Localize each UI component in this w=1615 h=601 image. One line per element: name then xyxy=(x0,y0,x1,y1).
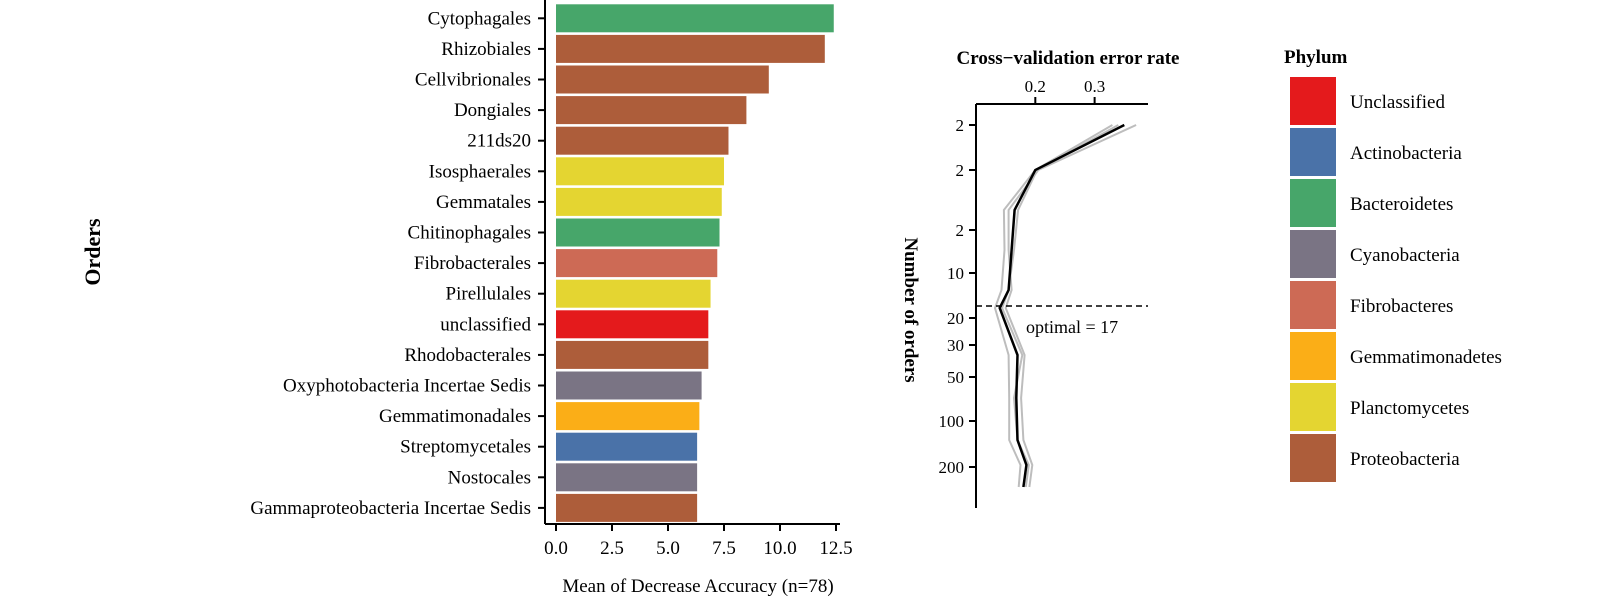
cv-y-tick-label: 2 xyxy=(956,116,965,135)
cv-y-ticks: 2 2 2 10 20 30 50 100 200 xyxy=(939,116,976,477)
cv-y-tick-label: 10 xyxy=(947,264,964,283)
category-label: Pirellulales xyxy=(446,284,531,305)
category-label: Streptomycetales xyxy=(400,437,531,458)
legend-label: Bacteroidetes xyxy=(1350,194,1453,215)
x-tick-label: 10.0 xyxy=(763,538,796,559)
cv-y-axis-title: Number of orders xyxy=(900,237,921,382)
category-label: 211ds20 xyxy=(467,131,531,152)
bar-2 xyxy=(556,34,825,63)
y-axis-title: Orders xyxy=(80,218,105,286)
cv-y-tick-label: 20 xyxy=(947,309,964,328)
bar-4 xyxy=(556,96,747,125)
cv-title: Cross−validation error rate xyxy=(957,48,1180,69)
x-tick-label: 5.0 xyxy=(656,538,680,559)
legend-label: Proteobacteria xyxy=(1350,449,1460,470)
x-tick-label: 7.5 xyxy=(712,538,736,559)
bar-11 xyxy=(556,310,709,339)
cv-y-tick-label: 100 xyxy=(939,412,965,431)
bar-8 xyxy=(556,218,720,247)
bar-13 xyxy=(556,371,702,400)
legend-label: Planctomycetes xyxy=(1350,398,1469,419)
importance-bar-chart: Orders Cytophagales Rhizobiales Cellvibrio… xyxy=(80,0,853,597)
bar-3 xyxy=(556,65,769,94)
legend-swatch xyxy=(1290,332,1336,380)
category-label: Dongiales xyxy=(454,100,531,121)
legend-swatch xyxy=(1290,179,1336,227)
phylum-legend: Phylum Unclassified Actinobacteria Bactero… xyxy=(1284,47,1502,482)
category-label: Oxyphotobacteria Incertae Sedis xyxy=(283,376,531,397)
x-tick-label: 2.5 xyxy=(600,538,624,559)
legend-label: Cyanobacteria xyxy=(1350,245,1460,266)
bar-10 xyxy=(556,279,711,308)
cv-y-tick-label: 30 xyxy=(947,336,964,355)
bar-12 xyxy=(556,340,709,369)
category-label: Gemmatales xyxy=(436,192,531,213)
bar-1 xyxy=(556,4,834,33)
legend-title: Phylum xyxy=(1284,47,1348,68)
cross-validation-chart: Cross−validation error rate Number of or… xyxy=(900,48,1179,508)
x-tick-label: 0.0 xyxy=(544,538,568,559)
legend-swatch xyxy=(1290,383,1336,431)
category-label: Fibrobacterales xyxy=(414,253,531,274)
bar-6 xyxy=(556,157,724,186)
bar-16 xyxy=(556,463,698,492)
category-label: Chitinophagales xyxy=(408,223,531,244)
category-label: Isosphaerales xyxy=(429,161,531,182)
bar-14 xyxy=(556,402,700,431)
cv-mean-curve xyxy=(998,123,1125,488)
bar-group: Cytophagales Rhizobiales Cellvibrionales Do… xyxy=(250,4,834,522)
cv-y-tick-label: 200 xyxy=(939,458,965,477)
cv-replicate-curve xyxy=(993,124,1113,488)
legend-swatch xyxy=(1290,230,1336,278)
bar-15 xyxy=(556,432,698,461)
category-label: Rhodobacterales xyxy=(404,345,531,366)
legend-label: Fibrobacteres xyxy=(1350,296,1453,317)
cv-y-tick-label: 2 xyxy=(956,161,965,180)
cv-curves xyxy=(993,123,1137,488)
x-axis-title: Mean of Decrease Accuracy (n=78) xyxy=(562,576,833,597)
legend-swatch xyxy=(1290,128,1336,176)
legend-label: Gemmatimonadetes xyxy=(1350,347,1502,368)
optimal-annotation: optimal = 17 xyxy=(1026,317,1118,337)
legend-swatch xyxy=(1290,434,1336,482)
category-label: unclassified xyxy=(440,314,531,335)
bar-9 xyxy=(556,249,718,278)
bar-17 xyxy=(556,493,698,522)
cv-x-tick-label: 0.2 xyxy=(1025,77,1046,96)
cv-y-tick-label: 2 xyxy=(956,221,965,240)
category-label: Cellvibrionales xyxy=(415,70,531,91)
legend-items: Unclassified Actinobacteria Bacteroidetes C… xyxy=(1290,77,1502,482)
category-label: Nostocales xyxy=(448,467,531,488)
cv-replicate-curve xyxy=(1004,124,1137,488)
cv-y-tick-label: 50 xyxy=(947,368,964,387)
legend-swatch xyxy=(1290,77,1336,125)
cv-x-tick-label: 0.3 xyxy=(1084,77,1105,96)
category-label: Rhizobiales xyxy=(441,39,531,60)
legend-label: Actinobacteria xyxy=(1350,143,1462,164)
category-label: Gammaproteobacteria Incertae Sedis xyxy=(250,498,531,519)
bar-5 xyxy=(556,126,729,155)
category-label: Gemmatimonadales xyxy=(379,406,531,427)
category-label: Cytophagales xyxy=(428,8,531,29)
legend-swatch xyxy=(1290,281,1336,329)
cv-x-ticks: 0.2 0.3 xyxy=(1025,77,1105,104)
x-axis-ticks: 0.0 2.5 5.0 7.5 10.0 12.5 xyxy=(544,524,853,559)
bar-7 xyxy=(556,187,722,216)
legend-label: Unclassified xyxy=(1350,92,1445,113)
x-tick-label: 12.5 xyxy=(819,538,852,559)
